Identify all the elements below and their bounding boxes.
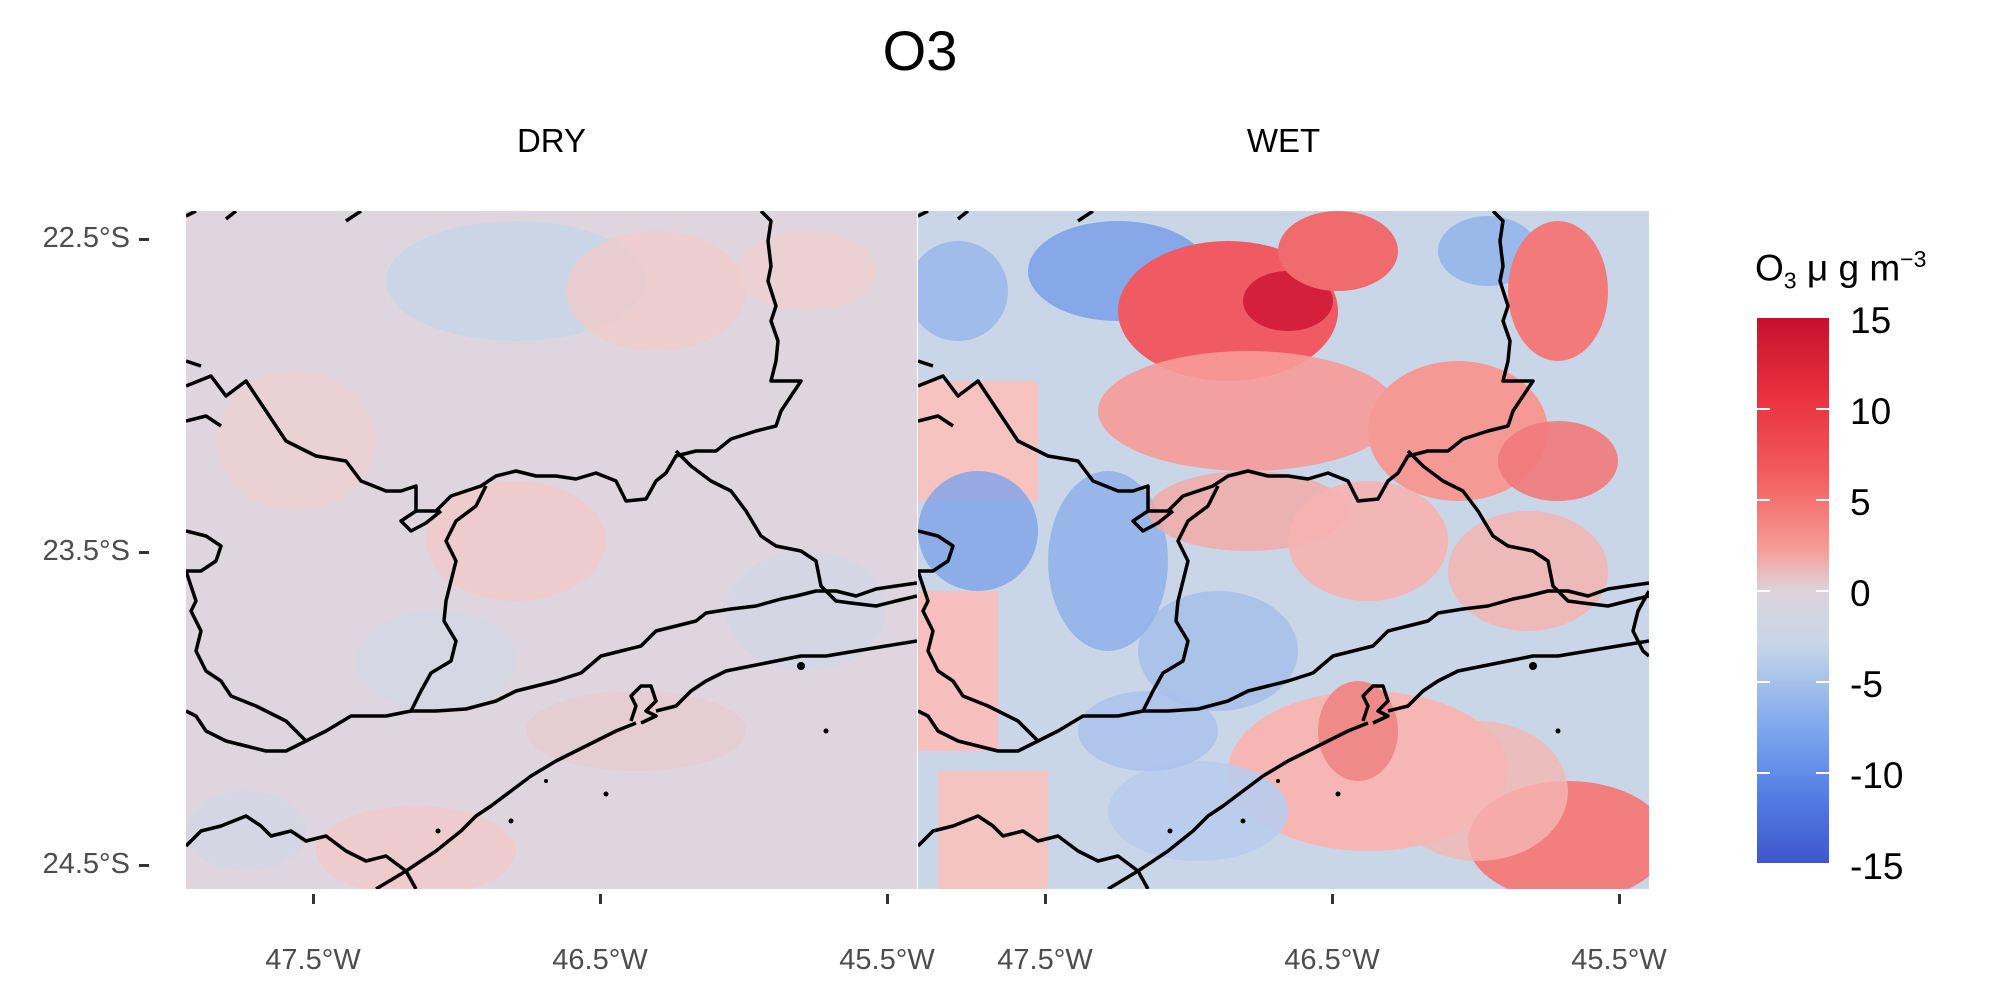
map-panel-dry [186,211,917,889]
colorbar-tick [1816,499,1829,501]
legend-label-10: 10 [1850,391,1892,432]
legend-label-0: 0 [1850,573,1871,614]
colorbar-tick [1816,408,1829,410]
colorbar-tick [1816,681,1829,683]
plot-title: O3 [882,19,958,82]
colorbar-tick [1816,772,1829,774]
colorbar-tick [1757,772,1770,774]
x-tick-label-wet-45-5w: 45.5°W [1571,944,1667,976]
x-tick-mark [312,894,315,904]
legend-title-main: O [1755,247,1784,289]
facet-label-wet: WET [1246,122,1321,159]
y-tick-mark [139,238,149,241]
y-tick-mark [139,551,149,554]
x-tick-mark [886,894,889,904]
colorbar-tick [1816,590,1829,592]
y-tick-mark [139,864,149,867]
legend-label-5: 5 [1850,482,1871,523]
y-tick-label-22-5s: 22.5°S [42,222,130,254]
colorbar-tick [1757,499,1770,501]
map-dry [186,211,917,889]
facet-label-dry: DRY [516,122,587,159]
x-tick-mark [599,894,602,904]
legend-label-neg15: -15 [1850,846,1904,887]
x-tick-label-dry-45-5w: 45.5°W [839,944,935,976]
colorbar-tick [1757,408,1770,410]
x-tick-label-dry-46-5w: 46.5°W [552,944,648,976]
y-tick-label-24-5s: 24.5°S [42,848,130,880]
legend-title-sub: 3 [1783,267,1797,294]
legend-label-neg10: -10 [1850,755,1904,796]
legend-label-15: 15 [1850,300,1892,341]
legend-title-units: μ g m [1796,247,1901,289]
legend-title-sup: −3 [1900,246,1927,272]
x-tick-mark [1331,894,1334,904]
x-tick-mark [1618,894,1621,904]
x-tick-mark [1044,894,1047,904]
y-tick-label-23-5s: 23.5°S [42,535,130,567]
x-tick-label-dry-47-5w: 47.5°W [265,944,361,976]
x-tick-label-wet-46-5w: 46.5°W [1284,944,1380,976]
colorbar-tick [1757,590,1770,592]
legend-label-neg5: -5 [1850,664,1883,705]
colorbar-tick [1757,681,1770,683]
legend-title: O3 μ g m−3 [1755,246,1926,295]
map-panel-wet [918,211,1649,889]
map-wet [918,211,1649,889]
x-tick-label-wet-47-5w: 47.5°W [997,944,1093,976]
